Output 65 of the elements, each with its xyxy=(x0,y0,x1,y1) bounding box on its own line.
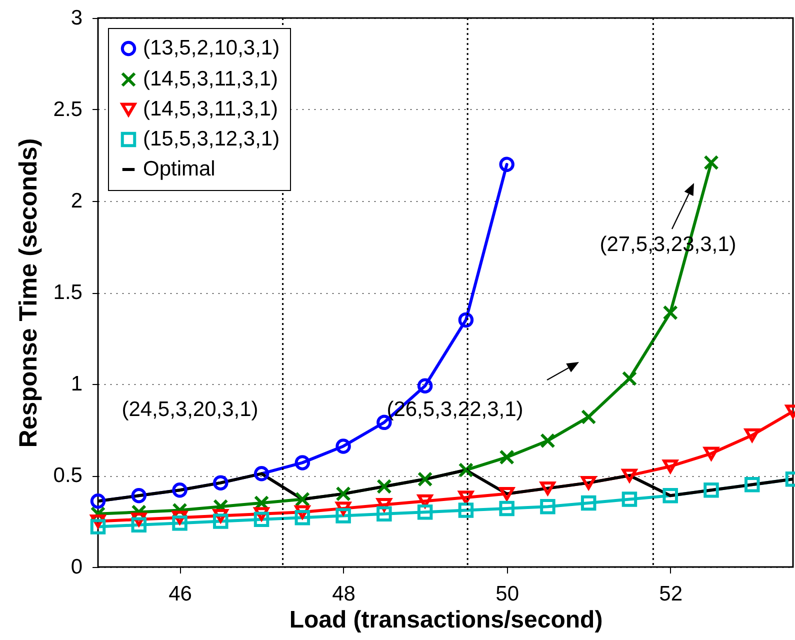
point xyxy=(213,475,228,490)
point xyxy=(213,514,228,529)
y-tick-label: 1 xyxy=(70,372,82,396)
point xyxy=(580,476,596,490)
y-tick-label: 0.5 xyxy=(53,464,82,487)
point xyxy=(540,482,556,496)
point xyxy=(580,495,596,511)
x-tick-label: 52 xyxy=(659,582,683,606)
point xyxy=(376,506,392,522)
y-tick-label: 2 xyxy=(70,190,82,212)
point xyxy=(172,482,188,498)
point xyxy=(376,478,392,494)
point xyxy=(540,433,556,448)
point xyxy=(131,517,147,533)
point xyxy=(417,472,433,487)
point xyxy=(499,156,514,172)
point xyxy=(662,488,678,504)
point xyxy=(131,488,147,504)
point xyxy=(294,492,310,507)
point xyxy=(499,500,514,516)
point xyxy=(417,504,433,520)
x-tick-label: 50 xyxy=(496,582,520,606)
legend-label: Optimal xyxy=(143,158,216,180)
point xyxy=(704,446,719,460)
point xyxy=(499,486,514,501)
point xyxy=(336,508,351,524)
point xyxy=(417,378,433,394)
annotation: (24,5,3,20,3,1) xyxy=(122,398,258,421)
point xyxy=(172,515,188,531)
point xyxy=(254,466,270,482)
point xyxy=(294,455,310,470)
legend-label: (15,5,3,12,3,1) xyxy=(143,128,280,150)
x-axis-title: Load (transactions/second) xyxy=(289,606,603,634)
point xyxy=(662,305,678,320)
point xyxy=(540,498,556,514)
y-axis-title: Response Time (seconds) xyxy=(14,138,42,448)
point xyxy=(580,409,596,425)
y-tick-label: 0 xyxy=(70,556,82,578)
point xyxy=(499,450,514,465)
point xyxy=(744,428,760,442)
point xyxy=(622,370,638,386)
point xyxy=(254,512,270,528)
point xyxy=(622,492,638,507)
point xyxy=(294,510,310,526)
point xyxy=(90,519,106,534)
point xyxy=(90,494,106,509)
y-tick-label: 3 xyxy=(70,6,82,30)
point xyxy=(744,477,760,492)
point xyxy=(458,502,474,518)
point xyxy=(458,312,474,328)
point xyxy=(704,154,719,170)
point xyxy=(458,490,474,504)
point xyxy=(336,486,351,502)
y-tick-label: 1.5 xyxy=(53,281,82,304)
legend-label: (13,5,2,10,3,1) xyxy=(143,36,280,60)
legend-label: (14,5,3,11,3,1) xyxy=(143,68,278,90)
y-tick-label: 2.5 xyxy=(53,98,82,121)
x-tick-label: 46 xyxy=(168,582,192,606)
point xyxy=(458,462,474,478)
point xyxy=(662,460,678,474)
x-tick-label: 48 xyxy=(332,582,356,606)
point xyxy=(336,438,351,454)
legend-label: (14,5,3,11,3,1) xyxy=(143,98,278,120)
point xyxy=(622,468,638,482)
point xyxy=(704,482,719,498)
